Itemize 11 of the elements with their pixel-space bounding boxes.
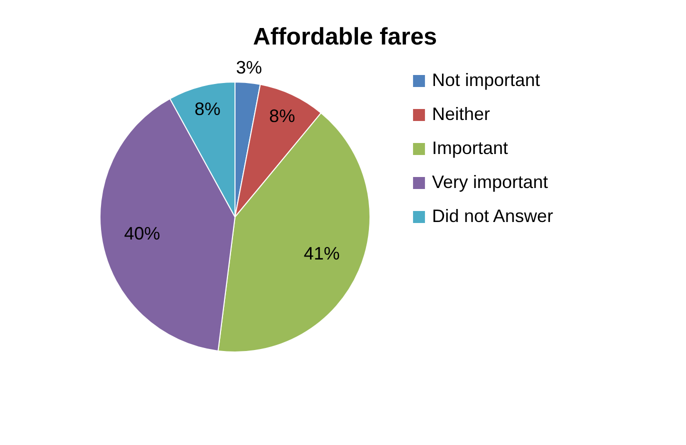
data-label: 40% [124,224,160,244]
data-label: 3% [236,58,262,78]
legend-label: Very important [432,172,548,192]
chart-title: Affordable fares [252,24,438,51]
legend-label: Neither [432,104,490,124]
legend-label: Did not Answer [432,206,554,226]
legend-label: Important [432,138,508,158]
data-label: 8% [269,106,296,126]
data-label: 8% [194,98,220,119]
legend-label: Not important [432,70,540,90]
data-label: 41% [304,244,340,264]
